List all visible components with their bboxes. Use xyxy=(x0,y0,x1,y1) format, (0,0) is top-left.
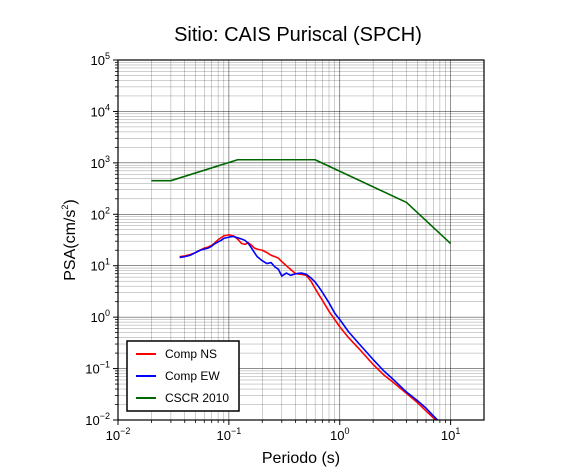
y-tick-exponent: 5 xyxy=(105,51,110,61)
x-tick-base: 10 xyxy=(217,428,231,443)
y-axis-label: PSA(cm/s2) xyxy=(60,199,79,280)
legend-label: Comp NS xyxy=(165,347,217,361)
x-tick-base: 10 xyxy=(330,428,344,443)
y-tick-base: 10 xyxy=(91,104,105,119)
legend: Comp NS Comp EW CSCR 2010 xyxy=(126,340,240,412)
y-tick-label: 102 xyxy=(91,205,110,222)
y-tick-base: 10 xyxy=(91,259,105,274)
x-tick-base: 10 xyxy=(441,428,455,443)
series-line-cscr-2010 xyxy=(151,158,452,245)
y-tick-exponent: 2 xyxy=(105,205,110,215)
x-axis-label: Periodo (s) xyxy=(262,450,340,467)
y-tick-base: 10 xyxy=(85,413,99,428)
y-tick-label: 10−2 xyxy=(85,411,110,428)
y-tick-base: 10 xyxy=(85,362,99,377)
x-tick-base: 10 xyxy=(106,428,120,443)
plot-series xyxy=(151,158,452,420)
y-tick-label: 10−1 xyxy=(85,360,110,377)
y-tick-exponent: 3 xyxy=(105,154,110,164)
grid xyxy=(118,60,484,420)
x-tick-label: 101 xyxy=(441,426,460,443)
legend-label: Comp EW xyxy=(165,369,220,383)
y-tick-base: 10 xyxy=(91,53,105,68)
y-axis-label-base: PSA(cm/s xyxy=(62,210,79,281)
y-tick-label: 103 xyxy=(91,154,110,171)
y-tick-label: 105 xyxy=(91,51,110,68)
x-tick-exponent: 1 xyxy=(455,426,460,436)
legend-label: CSCR 2010 xyxy=(165,391,229,405)
x-tick-label: 100 xyxy=(330,426,349,443)
y-tick-base: 10 xyxy=(91,310,105,325)
y-tick-exponent: −1 xyxy=(100,360,110,370)
plot-frame xyxy=(117,59,485,421)
x-tick-label: 10−2 xyxy=(106,426,131,443)
x-tick-exponent: −2 xyxy=(120,426,130,436)
y-tick-base: 10 xyxy=(91,156,105,171)
y-tick-label: 101 xyxy=(91,257,110,274)
y-tick-base: 10 xyxy=(91,207,105,222)
x-tick-exponent: −1 xyxy=(231,426,241,436)
x-tick-label: 10−1 xyxy=(217,426,242,443)
y-axis-label-exponent: 2 xyxy=(60,205,70,210)
chart-title: Sitio: CAIS Puriscal (SPCH) xyxy=(174,24,422,46)
series-line-comp-ew xyxy=(179,235,439,420)
y-tick-exponent: 1 xyxy=(105,257,110,267)
legend-items: Comp NS Comp EW CSCR 2010 xyxy=(136,347,229,405)
y-tick-exponent: 0 xyxy=(105,308,110,318)
x-tick-exponent: 0 xyxy=(344,426,349,436)
y-axis-label-close: ) xyxy=(62,199,79,204)
y-tick-label: 100 xyxy=(91,308,110,325)
y-tick-exponent: −2 xyxy=(100,411,110,421)
y-tick-exponent: 4 xyxy=(105,102,110,112)
y-tick-label: 104 xyxy=(91,102,110,119)
